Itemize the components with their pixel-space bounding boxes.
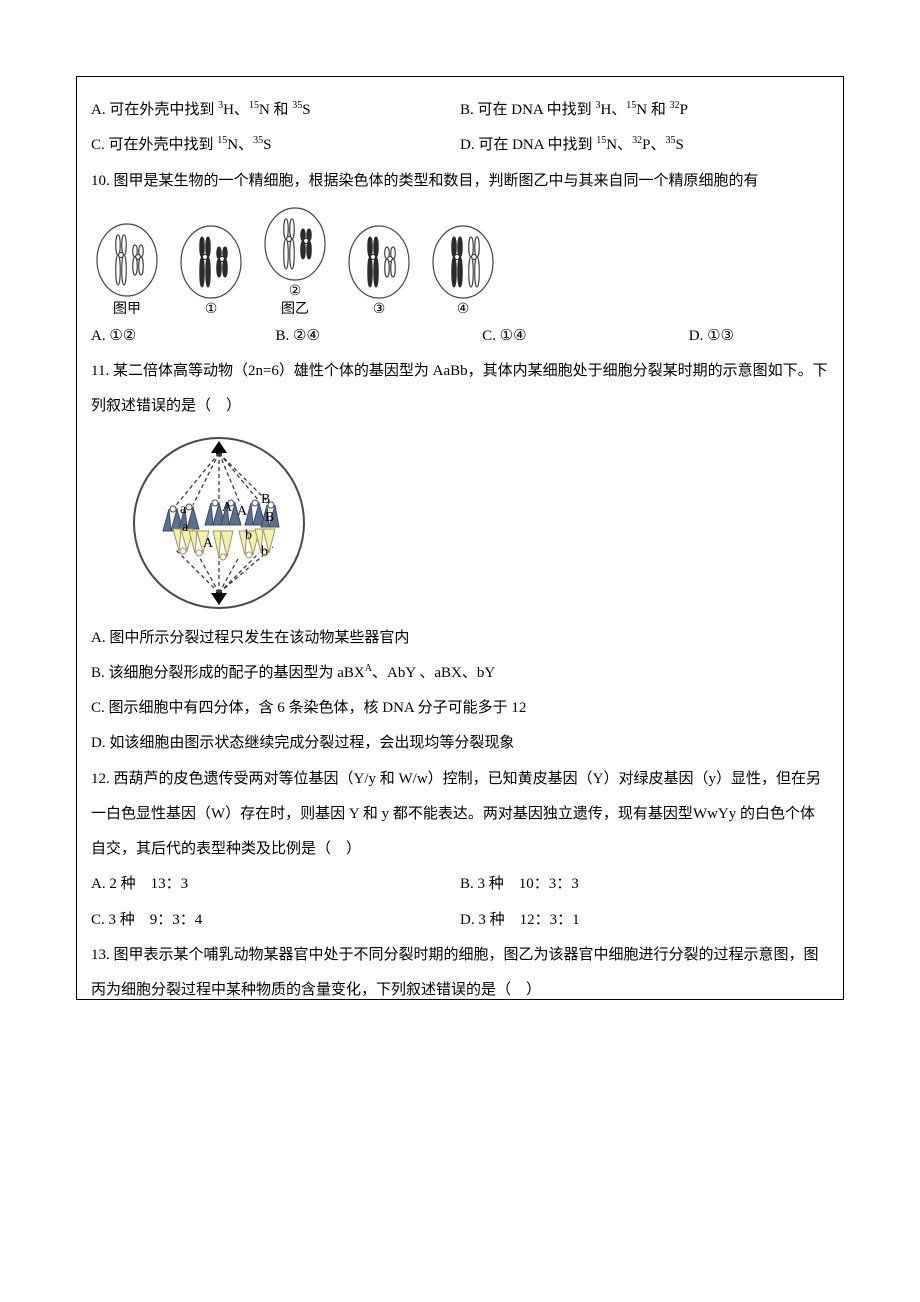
q10-cell-4-svg: [431, 223, 495, 301]
svg-text:b: b: [245, 528, 252, 543]
svg-text:B: B: [261, 492, 270, 507]
q10-num-1: ①: [205, 303, 218, 317]
q10-cell-2-svg: [263, 205, 327, 283]
q9-option-c: C. 可在外壳中找到 15N、35S: [91, 128, 460, 163]
q11-option-d: D. 如该细胞由图示状态继续完成分裂过程，会出现均等分裂现象: [91, 726, 829, 761]
svg-text:A: A: [222, 500, 233, 515]
q10-stem: 10. 图甲是某生物的一个精细胞，根据染色体的类型和数目，判断图乙中与其来自同一…: [91, 164, 829, 199]
q12-options-row2: C. 3 种 9：3：4 D. 3 种 12：3：1: [91, 903, 829, 938]
q11-stem: 11. 某二倍体高等动物（2n=6）雄性个体的基因型为 AaBb，其体内某细胞处…: [91, 354, 829, 425]
q10-cell-jia-svg: [95, 221, 159, 299]
q12-option-a: A. 2 种 13：3: [91, 867, 460, 902]
q9-option-b: B. 可在 DNA 中找到 3H、15N 和 32P: [460, 93, 829, 128]
q10-option-d: D. ①③: [689, 319, 829, 354]
q11-figure: a a A A B B A b b: [127, 431, 829, 619]
q9-options-row1: A. 可在外壳中找到 3H、15N 和 35S B. 可在 DNA 中找到 3H…: [91, 93, 829, 128]
q10-options: A. ①② B. ②④ C. ①④ D. ①③: [91, 319, 829, 354]
content-frame: A. 可在外壳中找到 3H、15N 和 35S B. 可在 DNA 中找到 3H…: [76, 76, 844, 1000]
q9-option-a: A. 可在外壳中找到 3H、15N 和 35S: [91, 93, 460, 128]
q10-label-yi: 图乙: [281, 303, 309, 317]
svg-text:b: b: [261, 544, 268, 559]
q13-stem: 13. 图甲表示某个哺乳动物某器官中处于不同分裂时期的细胞，图乙为该器官中细胞进…: [91, 938, 829, 1009]
page: A. 可在外壳中找到 3H、15N 和 35S B. 可在 DNA 中找到 3H…: [0, 0, 920, 1302]
q10-cell-3: ③: [347, 223, 411, 317]
q12-option-c: C. 3 种 9：3：4: [91, 903, 460, 938]
svg-text:B: B: [265, 510, 274, 525]
q12-option-b: B. 3 种 10：3：3: [460, 867, 829, 902]
q10-cell-4: ④: [431, 223, 495, 317]
q10-num-2: ②: [289, 285, 302, 299]
q10-cell-1-svg: [179, 223, 243, 301]
q11-cell-svg: a a A A B B A b b: [127, 431, 311, 615]
q10-num-3: ③: [373, 303, 386, 317]
svg-text:A: A: [237, 504, 248, 519]
q12-options-row1: A. 2 种 13：3 B. 3 种 10：3：3: [91, 867, 829, 902]
q10-option-a: A. ①②: [91, 319, 276, 354]
q10-cell-jia: 图甲: [95, 221, 159, 317]
q11-option-c: C. 图示细胞中有四分体，含 6 条染色体，核 DNA 分子可能多于 12: [91, 691, 829, 726]
q12-option-d: D. 3 种 12：3：1: [460, 903, 829, 938]
q11-option-a: A. 图中所示分裂过程只发生在该动物某些器官内: [91, 621, 829, 656]
svg-text:a: a: [180, 502, 187, 517]
q10-cell-1: ①: [179, 223, 243, 317]
svg-text:A: A: [203, 536, 214, 551]
q10-cell-3-svg: [347, 223, 411, 301]
q10-option-c: C. ①④: [482, 319, 689, 354]
svg-text:a: a: [182, 520, 189, 535]
q10-figure-row: 图甲: [95, 205, 829, 317]
q10-cell-2: ② 图乙: [263, 205, 327, 317]
q12-stem: 12. 西葫芦的皮色遗传受两对等位基因（Y/y 和 W/w）控制，已知黄皮基因（…: [91, 762, 829, 868]
q9-option-d: D. 可在 DNA 中找到 15N、32P、35S: [460, 128, 829, 163]
q10-num-4: ④: [457, 303, 470, 317]
q10-label-jia: 图甲: [113, 303, 141, 317]
q9-options-row2: C. 可在外壳中找到 15N、35S D. 可在 DNA 中找到 15N、32P…: [91, 128, 829, 163]
q10-option-b: B. ②④: [276, 319, 483, 354]
q11-option-b: B. 该细胞分裂形成的配子的基因型为 aBXA、AbY 、aBX、bY: [91, 656, 829, 691]
